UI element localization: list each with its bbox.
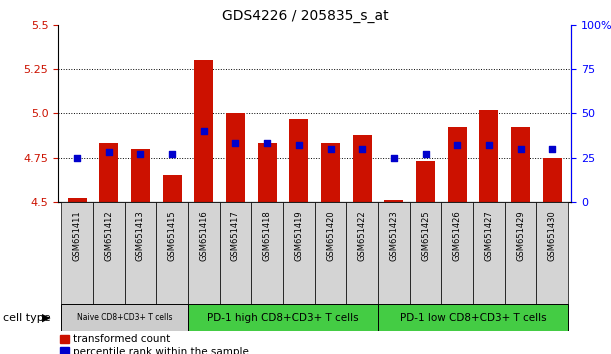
FancyBboxPatch shape	[219, 202, 251, 308]
Bar	[258, 143, 277, 202]
Bar	[511, 127, 530, 202]
Point	[199, 128, 209, 134]
Point	[420, 151, 430, 157]
Text: GSM651425: GSM651425	[421, 210, 430, 261]
FancyBboxPatch shape	[125, 202, 156, 308]
Text: GSM651422: GSM651422	[357, 210, 367, 261]
FancyBboxPatch shape	[473, 202, 505, 308]
Point	[230, 141, 240, 146]
Text: GSM651423: GSM651423	[389, 210, 398, 261]
Text: GSM651426: GSM651426	[453, 210, 462, 261]
Text: GSM651419: GSM651419	[295, 210, 303, 261]
Bar	[99, 143, 119, 202]
FancyBboxPatch shape	[536, 202, 568, 308]
FancyBboxPatch shape	[61, 304, 188, 331]
FancyBboxPatch shape	[156, 202, 188, 308]
Text: GSM651417: GSM651417	[231, 210, 240, 261]
FancyBboxPatch shape	[93, 202, 125, 308]
FancyBboxPatch shape	[441, 202, 473, 308]
Point	[167, 151, 177, 157]
Text: Naive CD8+CD3+ T cells: Naive CD8+CD3+ T cells	[77, 313, 172, 322]
Bar	[448, 127, 467, 202]
Text: PD-1 low CD8+CD3+ T cells: PD-1 low CD8+CD3+ T cells	[400, 313, 546, 323]
Point	[357, 146, 367, 152]
Text: GSM651411: GSM651411	[73, 210, 81, 261]
FancyBboxPatch shape	[505, 202, 536, 308]
Point	[136, 151, 145, 157]
Bar	[384, 200, 403, 202]
Text: GSM651412: GSM651412	[104, 210, 113, 261]
Text: GSM651429: GSM651429	[516, 210, 525, 261]
FancyBboxPatch shape	[378, 304, 568, 331]
FancyBboxPatch shape	[315, 202, 346, 308]
FancyBboxPatch shape	[346, 202, 378, 308]
Text: GSM651430: GSM651430	[548, 210, 557, 261]
FancyBboxPatch shape	[378, 202, 410, 308]
Point	[294, 142, 304, 148]
FancyBboxPatch shape	[410, 202, 441, 308]
Text: GSM651416: GSM651416	[199, 210, 208, 261]
Bar	[131, 149, 150, 202]
Text: cell type: cell type	[3, 313, 51, 323]
Point	[104, 149, 114, 155]
Text: GSM651420: GSM651420	[326, 210, 335, 261]
Point	[452, 142, 462, 148]
FancyBboxPatch shape	[283, 202, 315, 308]
Text: GSM651415: GSM651415	[167, 210, 177, 261]
Bar	[226, 113, 245, 202]
Point	[262, 141, 272, 146]
Bar	[543, 158, 562, 202]
Point	[72, 155, 82, 160]
FancyBboxPatch shape	[61, 202, 93, 308]
Point	[516, 146, 525, 152]
Legend: transformed count, percentile rank within the sample: transformed count, percentile rank withi…	[60, 335, 249, 354]
Text: GDS4226 / 205835_s_at: GDS4226 / 205835_s_at	[222, 9, 389, 23]
Text: GSM651418: GSM651418	[263, 210, 272, 261]
Text: ▶: ▶	[42, 313, 50, 323]
Bar	[68, 198, 87, 202]
Point	[547, 146, 557, 152]
Point	[484, 142, 494, 148]
FancyBboxPatch shape	[251, 202, 283, 308]
FancyBboxPatch shape	[188, 202, 219, 308]
FancyBboxPatch shape	[188, 304, 378, 331]
Point	[389, 155, 399, 160]
Bar	[194, 60, 213, 202]
Text: PD-1 high CD8+CD3+ T cells: PD-1 high CD8+CD3+ T cells	[207, 313, 359, 323]
Bar	[353, 135, 371, 202]
Text: GSM651413: GSM651413	[136, 210, 145, 261]
Bar	[416, 161, 435, 202]
Bar	[290, 119, 309, 202]
Bar	[480, 110, 499, 202]
Bar	[321, 143, 340, 202]
Bar	[163, 175, 181, 202]
Point	[326, 146, 335, 152]
Text: GSM651427: GSM651427	[485, 210, 494, 261]
